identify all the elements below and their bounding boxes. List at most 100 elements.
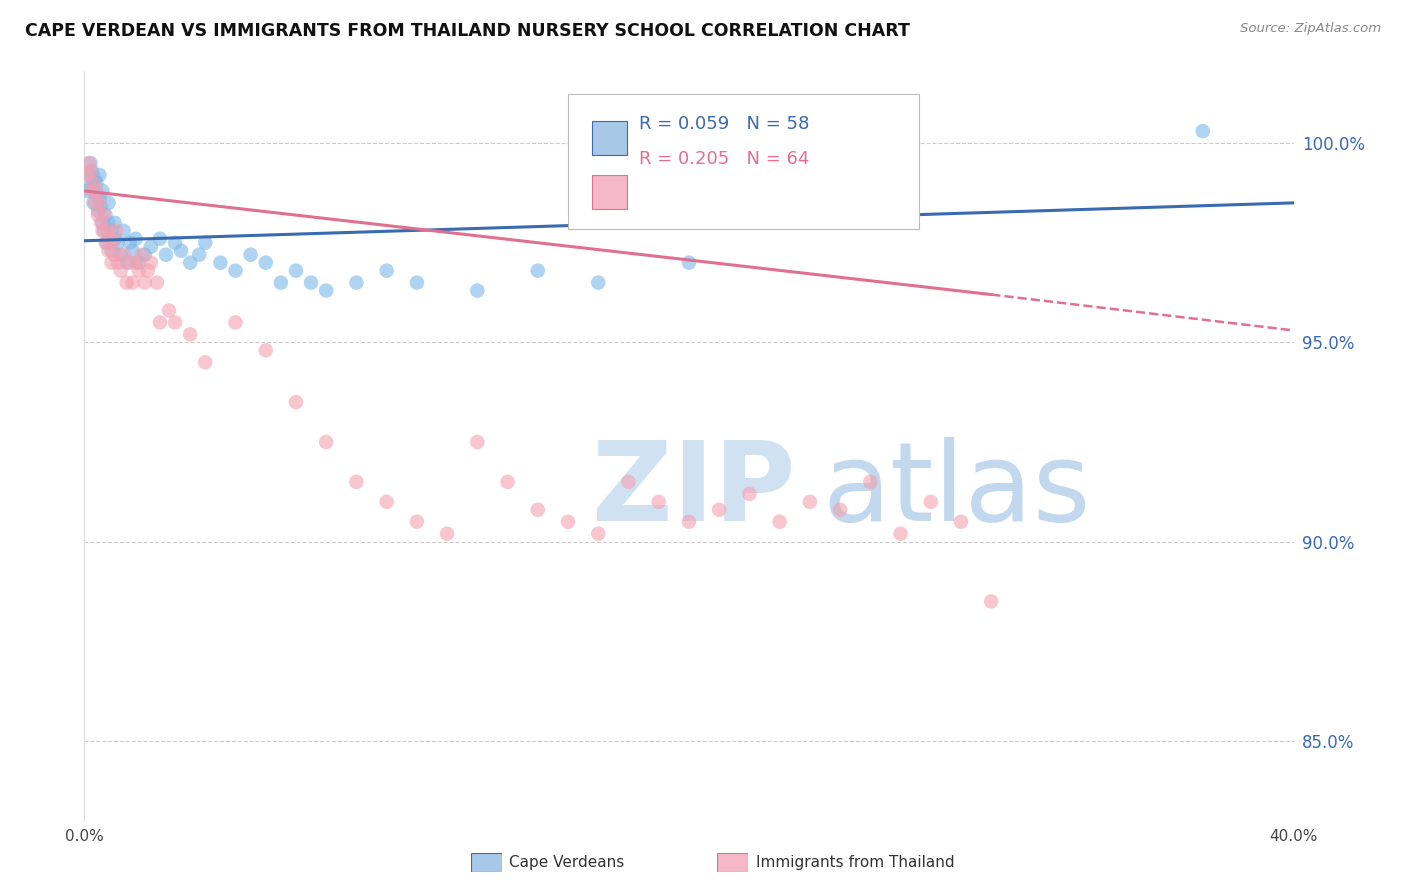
Point [80, 184, 103, 198]
Point [82, 176, 104, 190]
Point [194, 355, 217, 369]
Point [617, 475, 640, 489]
Point [107, 255, 129, 269]
Point [91, 184, 114, 198]
Point [678, 255, 700, 269]
Point [149, 232, 172, 246]
Point [87, 203, 110, 218]
Point [97, 195, 120, 210]
Point [94, 235, 117, 250]
Point [79, 156, 101, 170]
Point [115, 276, 138, 290]
Point [194, 235, 217, 250]
Point [375, 263, 398, 277]
Point [588, 276, 610, 290]
Point [225, 263, 247, 277]
Point [285, 263, 308, 277]
FancyBboxPatch shape [592, 176, 627, 210]
Point [104, 216, 127, 230]
Point [91, 224, 114, 238]
Point [1192, 124, 1215, 138]
Point [188, 248, 211, 262]
Point [165, 315, 187, 329]
Point [155, 248, 177, 262]
Point [89, 195, 111, 210]
Point [82, 195, 104, 210]
Point [84, 195, 107, 210]
Point [157, 303, 180, 318]
Point [209, 255, 232, 269]
Point [93, 224, 115, 238]
Point [98, 232, 121, 246]
Point [406, 276, 429, 290]
Point [588, 526, 610, 541]
Point [830, 502, 852, 516]
Point [94, 208, 117, 222]
Point [527, 263, 550, 277]
Point [110, 263, 132, 277]
Point [149, 315, 172, 329]
Point [104, 232, 127, 246]
Point [980, 594, 1002, 608]
Point [467, 435, 489, 450]
Point [97, 244, 120, 258]
Point [134, 248, 156, 262]
Point [97, 216, 120, 230]
Point [79, 180, 101, 194]
Point [82, 176, 104, 190]
Point [89, 192, 111, 206]
Point [346, 276, 368, 290]
Point [100, 244, 122, 258]
FancyBboxPatch shape [568, 94, 918, 228]
Point [299, 276, 322, 290]
Point [90, 216, 112, 230]
Point [527, 502, 550, 516]
Point [920, 495, 942, 509]
Point [131, 248, 153, 262]
Point [121, 244, 143, 258]
Text: Source: ZipAtlas.com: Source: ZipAtlas.com [1240, 22, 1381, 36]
Point [121, 276, 143, 290]
Point [77, 168, 100, 182]
Point [110, 248, 132, 262]
Point [950, 515, 973, 529]
Point [112, 224, 135, 238]
Point [125, 232, 148, 246]
Point [80, 164, 103, 178]
Point [436, 526, 458, 541]
Point [79, 164, 101, 178]
Point [84, 172, 107, 186]
Point [115, 255, 138, 269]
Point [678, 515, 700, 529]
Point [105, 224, 128, 238]
FancyBboxPatch shape [717, 853, 748, 872]
Point [96, 224, 118, 238]
Point [136, 263, 159, 277]
Point [799, 495, 821, 509]
Point [101, 235, 124, 250]
Point [709, 502, 731, 516]
Point [107, 235, 129, 250]
Point [100, 224, 122, 238]
FancyBboxPatch shape [471, 853, 502, 872]
Point [254, 343, 277, 358]
Point [118, 255, 141, 269]
Text: R = 0.205   N = 64: R = 0.205 N = 64 [640, 150, 810, 168]
Point [769, 515, 792, 529]
Point [285, 395, 308, 409]
Point [86, 184, 108, 198]
Point [254, 255, 277, 269]
Point [96, 235, 118, 250]
Point [239, 248, 262, 262]
Point [100, 255, 122, 269]
Point [104, 248, 127, 262]
Point [112, 248, 135, 262]
Point [738, 487, 761, 501]
Point [170, 244, 193, 258]
Point [90, 200, 112, 214]
Point [179, 255, 201, 269]
Point [346, 475, 368, 489]
Point [315, 284, 337, 298]
Point [496, 475, 519, 489]
Point [128, 263, 150, 277]
